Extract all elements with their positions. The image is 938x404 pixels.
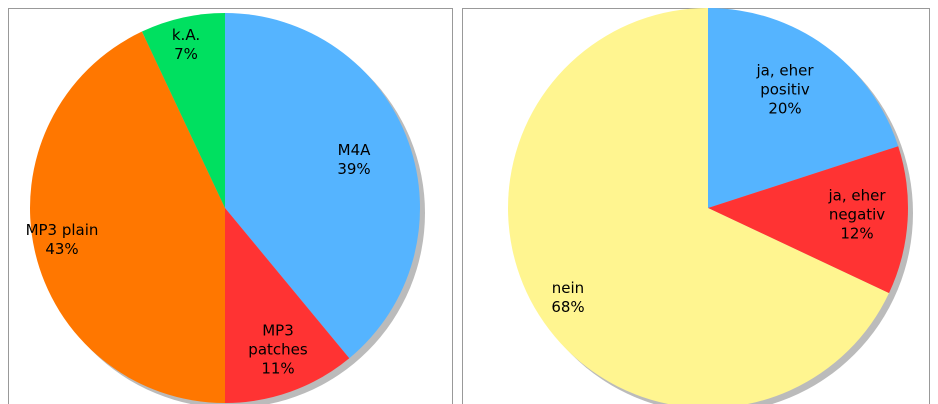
value-label: 43% bbox=[45, 240, 79, 258]
chart-frame bbox=[8, 8, 453, 404]
slice-label: ja, eher positiv 20% bbox=[745, 62, 825, 119]
value-label: 11% bbox=[261, 359, 295, 378]
value-label: 20% bbox=[768, 99, 802, 118]
slice-label: M4A 39% bbox=[309, 141, 399, 179]
value-label: 68% bbox=[551, 298, 585, 316]
pie-slice bbox=[508, 8, 889, 404]
pie-slice bbox=[708, 146, 908, 294]
pie-slice bbox=[225, 13, 420, 359]
slice-label: MP3 plain 43% bbox=[12, 221, 112, 259]
slice-label: ja, eher negativ 12% bbox=[817, 187, 897, 244]
slice-label: MP3 patches 11% bbox=[243, 322, 313, 379]
slice-label: nein 68% bbox=[538, 279, 598, 317]
category-label: k.A. bbox=[171, 26, 201, 44]
pie-slice bbox=[29, 31, 225, 404]
pie-slice bbox=[225, 208, 350, 403]
slice-label: k.A. 7% bbox=[156, 26, 216, 64]
value-label: 7% bbox=[174, 45, 198, 63]
pie-slice bbox=[708, 8, 899, 208]
pie-slice bbox=[141, 13, 225, 208]
category-label: MP3 patches bbox=[248, 321, 308, 359]
category-label: ja, eher positiv bbox=[756, 61, 814, 99]
category-label: MP3 plain bbox=[25, 221, 99, 239]
category-label: M4A bbox=[337, 141, 371, 159]
value-label: 12% bbox=[840, 224, 874, 243]
category-label: nein bbox=[551, 279, 585, 297]
category-label: ja, eher negativ bbox=[828, 186, 886, 224]
value-label: 39% bbox=[337, 160, 371, 178]
